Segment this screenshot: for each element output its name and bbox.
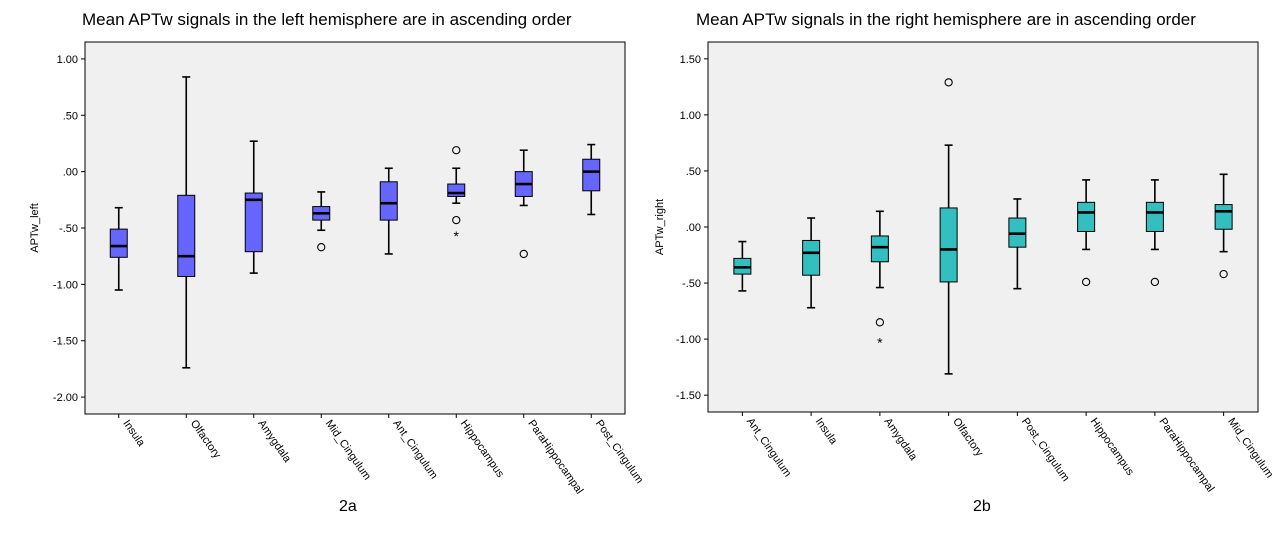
plot-area (84, 41, 626, 415)
chart-title: Mean APTw signals in the left hemisphere… (82, 10, 572, 29)
boxplot-left: 1.00 .50 .00 -.50 -1.00 -1.50 -2.00 APTw_left In… (29, 41, 645, 497)
outlier-point (1081, 277, 1091, 287)
y-tick-label: -2.00 (53, 392, 78, 404)
y-tick-label: 1.00 (680, 110, 701, 122)
box-iqr (939, 207, 958, 283)
box-post-cingulum (582, 143, 601, 216)
y-axis-label: APTw_left (29, 203, 41, 253)
y-tick-label: .00 (686, 222, 701, 234)
y-tick-label: -1.00 (676, 334, 701, 346)
x-tick-label: Mid_Cingulum (323, 418, 373, 482)
x-tick-label: Hippocampus (1088, 416, 1137, 478)
outlier-point (875, 318, 885, 327)
box-mid-cingulum (312, 191, 331, 252)
box-ant-cingulum (379, 167, 398, 255)
figure-caption: 2a (339, 498, 357, 515)
figure-caption: 2b (973, 498, 991, 515)
x-tick-label: ParaHippocampal (525, 418, 585, 497)
box-iqr (1214, 204, 1233, 230)
boxplot-right: 1.50 1.00 .50 .00 -.50 -1.00 -1.50 APTw_right An… (654, 41, 1275, 495)
box-iqr (244, 192, 263, 253)
y-tick-label: .50 (686, 166, 701, 178)
box-iqr (379, 181, 398, 221)
y-tick-label: .50 (63, 110, 78, 122)
x-tick-label: Olfactory (950, 416, 985, 459)
box-parahippocampal (514, 149, 533, 259)
x-tick-label: Mid_Cingulum (1225, 416, 1275, 480)
x-tick-label: Insula (813, 416, 840, 448)
y-tick-label: -1.50 (676, 390, 701, 402)
box-olfactory (177, 76, 196, 369)
chart-title: Mean APTw signals in the right hemispher… (696, 10, 1196, 29)
box-mid-cingulum (1214, 173, 1233, 279)
y-tick-label: 1.00 (57, 54, 78, 66)
box-insula (109, 206, 128, 291)
x-tick-label: Ant_Cingulum (390, 418, 439, 481)
box-amygdala (244, 140, 263, 274)
box-amygdala: * (870, 210, 889, 350)
box-iqr (582, 158, 601, 192)
box-iqr (1145, 201, 1164, 232)
x-tick-label: Hippocampus (458, 418, 507, 480)
x-tick-label: Post_Cingulum (593, 418, 646, 486)
y-tick-label: -.50 (682, 278, 701, 290)
x-tick-label: Ant_Cingulum (744, 416, 793, 479)
box-insula (802, 217, 821, 309)
x-tick-label: Amygdala (255, 418, 293, 466)
x-tick-label: Insula (120, 418, 147, 450)
y-axis-label: APTw_right (654, 199, 666, 255)
y-tick-label: -1.50 (53, 336, 78, 348)
outlier-point (1150, 277, 1160, 287)
outlier-point (452, 215, 461, 225)
x-tick-label: Amygdala (881, 416, 919, 464)
box-ant-cingulum (733, 240, 752, 292)
box-iqr (447, 183, 466, 197)
outlier-point (519, 249, 528, 259)
extreme-point: * (877, 334, 883, 350)
chart-panel-right: Mean APTw signals in the right hemispher… (640, 0, 1276, 534)
x-tick-label: ParaHippocampal (1156, 416, 1216, 495)
x-tick-label: Post_Cingulum (1019, 416, 1072, 484)
extreme-point: * (454, 228, 460, 244)
box-iqr (870, 235, 889, 263)
box-iqr (1077, 201, 1096, 232)
chart-panel-left: Mean APTw signals in the left hemisphere… (29, 10, 645, 515)
outlier-point (317, 243, 326, 252)
box-post-cingulum (1008, 198, 1027, 290)
box-parahippocampal (1145, 179, 1164, 287)
y-tick-label: .00 (63, 167, 78, 179)
x-tick-label: Olfactory (188, 418, 223, 461)
box-olfactory (939, 78, 958, 375)
box-iqr (109, 228, 128, 258)
outlier-point (1219, 269, 1228, 279)
outlier-point (944, 78, 953, 87)
y-tick-label: -.50 (59, 223, 78, 235)
box-iqr (177, 194, 196, 277)
box-hippocampus: * (447, 146, 466, 244)
y-tick-label: -1.00 (53, 279, 78, 291)
y-tick-label: 1.50 (680, 54, 701, 66)
outlier-point (452, 146, 461, 155)
box-hippocampus (1077, 179, 1096, 287)
plot-area (707, 41, 1259, 413)
box-iqr (802, 239, 821, 276)
